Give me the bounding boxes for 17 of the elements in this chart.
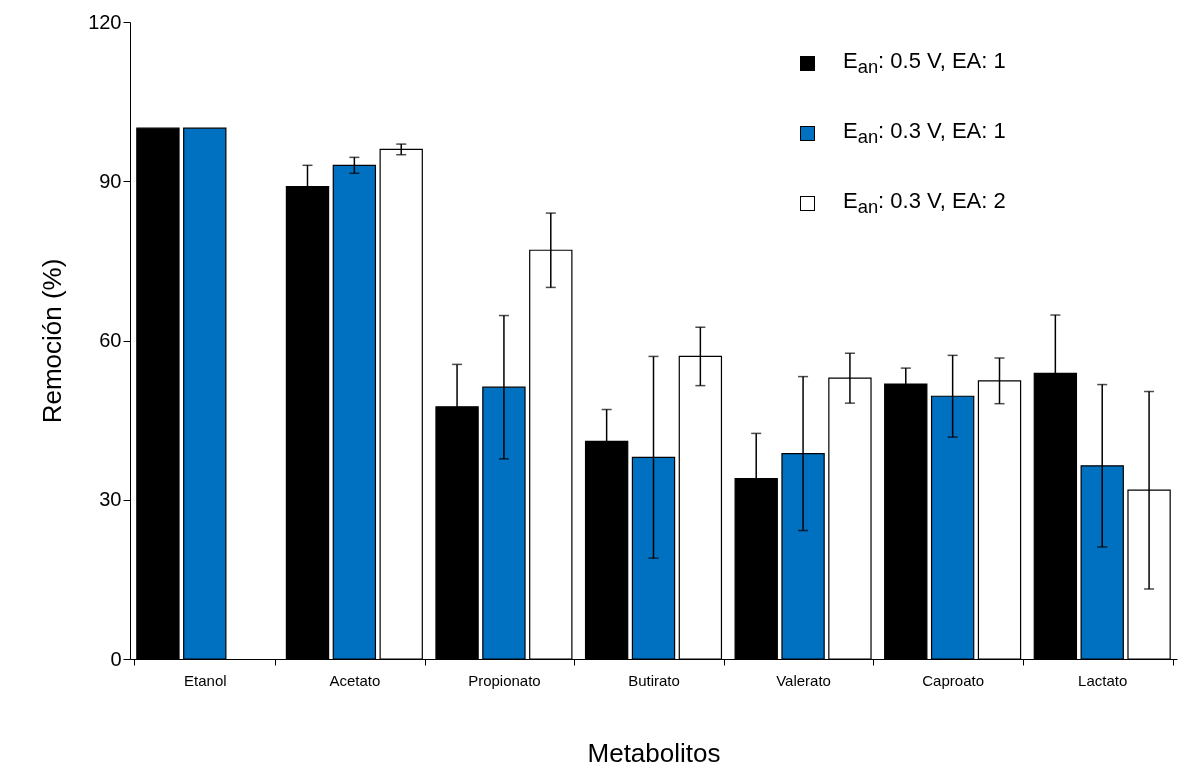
x-tick-label: Butirato (628, 671, 680, 689)
legend-label: E$_{an}$: 0.3 V, EA: 1 (843, 117, 1006, 149)
y-tick-label: 90 (99, 169, 122, 192)
legend-label: E$_{an}$: 0.3 V, EA: 2 (843, 187, 1006, 219)
x-tick-label: Acetato (329, 671, 381, 689)
x-tick-label: Propionato (468, 671, 541, 689)
y-tick-label: 0 (110, 647, 122, 670)
x-tick-label: Valerato (776, 671, 831, 689)
y-tick-label: 120 (88, 10, 122, 33)
legend-label: E$_{an}$: 0.5 V, EA: 1 (843, 47, 1006, 79)
x-tick-label: Lactato (1078, 671, 1128, 689)
x-tick-label: Caproato (922, 671, 984, 689)
x-tick-label: Etanol (184, 671, 227, 689)
y-tick-label: 30 (99, 488, 122, 511)
x-axis-title: Metabolitos (587, 737, 721, 768)
y-tick-label: 60 (99, 329, 122, 351)
y-axis-title: Remoción (%) (37, 258, 68, 424)
